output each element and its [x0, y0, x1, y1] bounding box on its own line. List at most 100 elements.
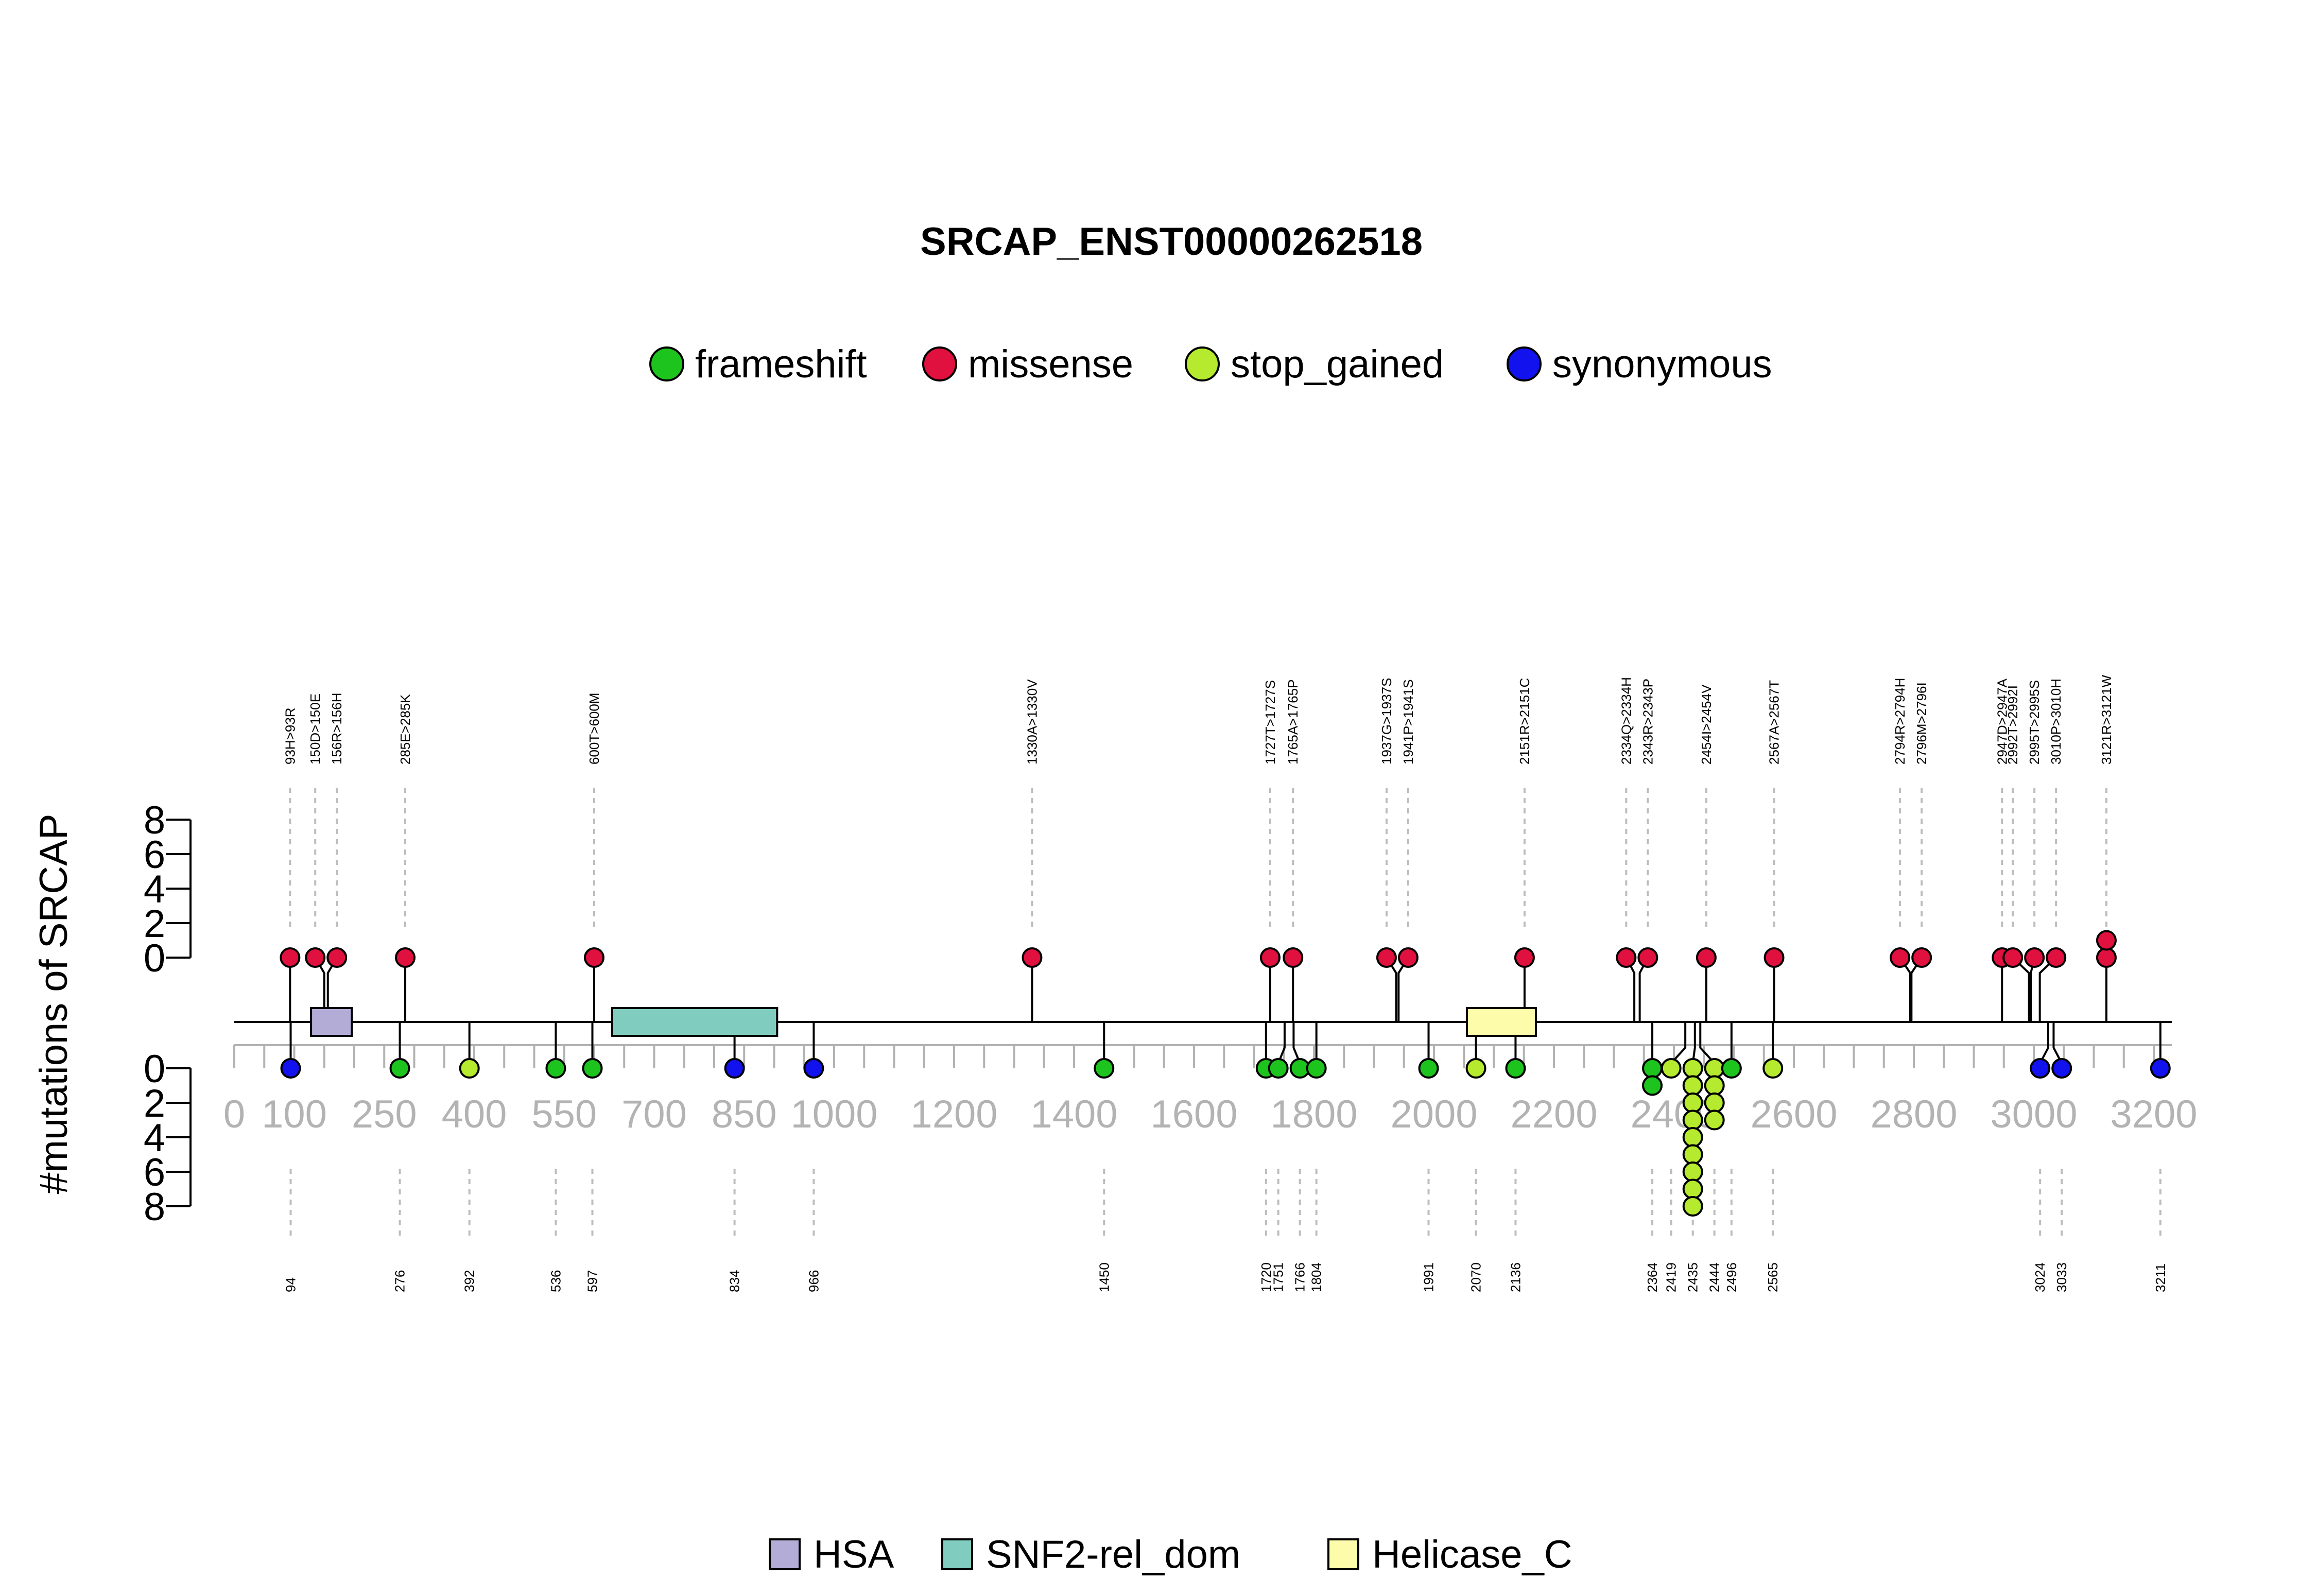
domain-legend-label-Helicase_C: Helicase_C — [1372, 1533, 1572, 1576]
point-2796M>2796I — [1911, 947, 1932, 968]
point-bottom-2444 — [1704, 1092, 1725, 1113]
point-150D>150E — [305, 947, 326, 968]
point-bottom-966 — [803, 1058, 824, 1079]
x-tick-label: 0 — [223, 1092, 245, 1136]
mutation-label-bottom-2419: 2419 — [1664, 1262, 1679, 1292]
variant-legend: frameshift missense stop_gained synonymous — [649, 342, 1772, 386]
mutation-label-2995T>2995S: 2995T>2995S — [2027, 680, 2042, 765]
y-tick-label: 4 — [144, 868, 165, 911]
point-156R>156H — [326, 947, 348, 968]
point-1941P>1941S — [1397, 947, 1419, 968]
mutation-label-bottom-1766: 1766 — [1292, 1262, 1308, 1292]
point-bottom-2565 — [1762, 1058, 1784, 1079]
point-bottom-2435 — [1682, 1058, 1703, 1079]
point-1765A>1765P — [1283, 947, 1304, 968]
point-bottom-2444 — [1704, 1058, 1725, 1079]
domain-legend-label-SNF2-rel_dom: SNF2-rel_dom — [986, 1533, 1240, 1576]
y-axis-label: #mutations of SRCAP — [32, 813, 76, 1194]
domain-SNF2-rel_dom — [611, 1007, 779, 1037]
mutation-label-285E>285K: 285E>285K — [397, 694, 413, 765]
x-tick-label: 1800 — [1270, 1092, 1357, 1136]
point-3121R>3121W — [2096, 930, 2117, 951]
legend-label-synonymous: synonymous — [1552, 342, 1772, 386]
mutation-label-3121R>3121W: 3121R>3121W — [2099, 674, 2114, 765]
mutation-label-bottom-1751: 1751 — [1271, 1262, 1286, 1292]
legend-label-frameshift: frameshift — [695, 342, 867, 386]
domain-boxes — [310, 1007, 1537, 1037]
point-bottom-2364 — [1642, 1075, 1663, 1096]
mutation-label-1937G>1937S: 1937G>1937S — [1379, 678, 1394, 765]
mutation-label-bottom-2444: 2444 — [1707, 1262, 1722, 1292]
legend-marker-frameshift — [649, 346, 684, 381]
point-1330A>1330V — [1022, 947, 1043, 968]
point-bottom-2435 — [1682, 1127, 1703, 1148]
point-bottom-2070 — [1465, 1058, 1486, 1079]
point-bottom-2435 — [1682, 1075, 1703, 1096]
domain-legend: HSA SNF2-rel_dom Helicase_C — [769, 1533, 1572, 1576]
mutation-label-bottom-2565: 2565 — [1765, 1262, 1780, 1292]
x-tick-label: 3000 — [1990, 1092, 2077, 1136]
point-bottom-2136 — [1505, 1058, 1526, 1079]
x-tick-label: 2000 — [1390, 1092, 1477, 1136]
y-tick-label: 2 — [144, 1082, 165, 1125]
point-1727T>1727S — [1259, 947, 1281, 968]
point-bottom-2435 — [1682, 1161, 1703, 1182]
x-tick-label: 2400 — [1630, 1092, 1717, 1136]
mutation-label-bottom-2364: 2364 — [1645, 1262, 1660, 1292]
mutation-label-bottom-1991: 1991 — [1421, 1262, 1437, 1292]
domain-legend-marker-HSA — [769, 1538, 801, 1570]
x-tick-label: 550 — [531, 1092, 597, 1136]
x-tick-label: 2800 — [1870, 1092, 1957, 1136]
mutation-label-1727T>1727S: 1727T>1727S — [1263, 680, 1278, 765]
point-1937G>1937S — [1376, 947, 1397, 968]
x-tick-label: 1400 — [1030, 1092, 1117, 1136]
x-tick-label: 1000 — [790, 1092, 877, 1136]
point-93H>93R — [280, 947, 301, 968]
point-bottom-2435 — [1682, 1144, 1703, 1165]
mutation-label-bottom-1450: 1450 — [1096, 1262, 1112, 1292]
point-bottom-2435 — [1682, 1178, 1703, 1200]
mutation-label-2796M>2796I: 2796M>2796I — [1914, 682, 1929, 765]
y-tick-label: 4 — [144, 1116, 165, 1160]
x-tick-label: 700 — [621, 1092, 687, 1136]
mutation-label-bottom-3211: 3211 — [2153, 1263, 2168, 1292]
point-bottom-3033 — [2051, 1058, 2072, 1079]
point-bottom-94 — [280, 1058, 301, 1079]
x-tick-label: 250 — [352, 1092, 417, 1136]
point-bottom-2435 — [1682, 1092, 1703, 1113]
point-600T>600M — [584, 947, 604, 968]
point-2454I>2454V — [1696, 947, 1717, 968]
chart-title: SRCAP_ENST00000262518 — [920, 220, 1423, 264]
mutation-label-bottom-94: 94 — [283, 1277, 299, 1292]
domain-legend-marker-SNF2-rel_dom — [941, 1538, 973, 1570]
mutation-label-bottom-3033: 3033 — [2054, 1262, 2069, 1292]
point-2334Q>2334H — [1616, 947, 1637, 968]
point-bottom-1804 — [1306, 1058, 1327, 1079]
x-tick-label: 2600 — [1750, 1092, 1837, 1136]
point-bottom-3024 — [2030, 1058, 2051, 1079]
point-bottom-2435 — [1682, 1196, 1703, 1217]
mutation-label-2343R>2343P: 2343R>2343P — [1640, 679, 1655, 765]
mutation-label-bottom-1720: 1720 — [1258, 1262, 1274, 1292]
legend-marker-synonymous — [1507, 346, 1542, 381]
x-axis: 0 100 250 400 550 700 850 1000 1200 1400 1600 1800 2… — [223, 1044, 2198, 1136]
domain-Helicase_C — [1466, 1007, 1537, 1037]
point-bottom-2444 — [1704, 1109, 1725, 1131]
mutation-label-2567A>2567T: 2567A>2567T — [1767, 680, 1782, 765]
point-bottom-2364 — [1642, 1058, 1663, 1079]
domain-legend-marker-Helicase_C — [1327, 1538, 1359, 1570]
mutation-label-bottom-2496: 2496 — [1724, 1262, 1739, 1292]
mutation-label-156R>156H: 156R>156H — [329, 693, 344, 765]
y-tick-label: 0 — [144, 1047, 165, 1091]
point-bottom-2444 — [1704, 1075, 1725, 1096]
mutation-label-2454I>2454V: 2454I>2454V — [1699, 684, 1714, 765]
mutation-label-bottom-597: 597 — [585, 1270, 600, 1292]
x-tick-label: 1600 — [1150, 1092, 1237, 1136]
mutation-label-2151R>2151C: 2151R>2151C — [1517, 678, 1532, 765]
x-tick-label: 1200 — [910, 1092, 997, 1136]
y-tick-label: 6 — [144, 833, 165, 877]
point-bottom-3211 — [2150, 1058, 2171, 1079]
